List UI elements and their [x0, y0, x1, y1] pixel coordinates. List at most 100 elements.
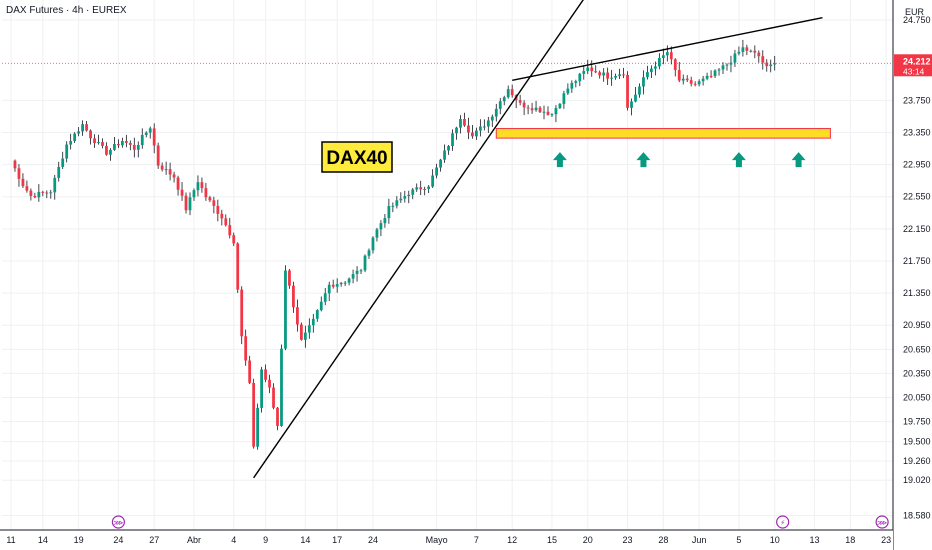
- candle: [89, 129, 92, 145]
- candle-body: [367, 250, 371, 256]
- candle: [164, 161, 168, 175]
- candle-body: [490, 116, 494, 121]
- price-tick-label: 20.650: [903, 344, 931, 354]
- candle-body: [45, 192, 49, 194]
- candle-body: [73, 133, 77, 142]
- candle: [451, 129, 454, 151]
- candle: [474, 127, 478, 140]
- candle: [148, 126, 152, 139]
- candle: [550, 113, 554, 117]
- candle: [478, 119, 482, 137]
- support-zone: [495, 127, 831, 139]
- candle-body: [65, 144, 69, 159]
- candle-body: [669, 52, 673, 60]
- candle: [132, 137, 136, 158]
- candle: [335, 278, 339, 293]
- candle: [363, 254, 367, 273]
- price-tick-label: 19.750: [903, 417, 931, 427]
- candle-body: [395, 200, 399, 206]
- candle-body: [474, 130, 478, 137]
- candle-body: [113, 143, 116, 150]
- price-tick-label: 24.750: [903, 15, 931, 25]
- candle: [120, 137, 124, 148]
- candle-body: [327, 284, 331, 294]
- time-axis-bg: [0, 530, 893, 550]
- trendline: [512, 16, 823, 81]
- candle-body: [105, 145, 108, 155]
- candle: [228, 217, 232, 239]
- candle-body: [765, 62, 769, 67]
- candle: [33, 192, 37, 199]
- candle: [486, 116, 490, 133]
- candle: [216, 199, 220, 222]
- candle: [101, 138, 104, 149]
- candle-body: [729, 62, 733, 65]
- candle-body: [574, 81, 578, 83]
- candle: [602, 68, 606, 82]
- time-axis[interactable]: 11 14 19 24 27 Abr 4 9 14 17 24 Mayo 7 12 15 20 23 28 Jun 5…: [0, 529, 893, 550]
- candle-body: [37, 191, 41, 198]
- candle: [653, 61, 657, 76]
- candle-body: [634, 94, 637, 102]
- candle: [220, 209, 224, 226]
- time-tick-label: 10: [770, 535, 780, 545]
- candle: [128, 140, 132, 151]
- candle: [212, 196, 216, 214]
- candle-body: [614, 76, 617, 78]
- candle: [443, 144, 446, 163]
- candle-body: [737, 51, 741, 54]
- candle: [323, 287, 327, 306]
- candle-body: [705, 75, 709, 79]
- grid: [2, 0, 893, 530]
- candle-body: [653, 66, 657, 69]
- time-tick-label: 23: [623, 535, 633, 545]
- candle: [646, 65, 649, 80]
- candle-body: [713, 70, 717, 77]
- candle: [510, 84, 514, 98]
- candle: [701, 75, 705, 86]
- candle-body: [41, 191, 45, 193]
- candle: [749, 49, 753, 53]
- candle: [657, 53, 661, 70]
- candle: [419, 180, 423, 196]
- candle-body: [471, 132, 474, 137]
- candle: [502, 95, 506, 106]
- candle-body: [542, 111, 546, 113]
- candle: [256, 403, 260, 450]
- candle: [188, 192, 192, 216]
- candle-body: [29, 190, 33, 196]
- candle-body: [506, 89, 510, 98]
- price-tick-label: 21.350: [903, 288, 931, 298]
- candle-body: [256, 407, 260, 447]
- time-tick-label: 11: [6, 535, 15, 545]
- annotation-text: DAX40: [326, 148, 387, 169]
- candle-body: [351, 273, 355, 279]
- candle: [303, 325, 307, 348]
- candle: [566, 83, 570, 95]
- candle-body: [319, 301, 323, 311]
- candle-body: [379, 223, 383, 230]
- candle: [610, 69, 614, 86]
- time-tick-label: 7: [474, 535, 479, 545]
- candle: [665, 45, 669, 62]
- candle-body: [335, 284, 339, 287]
- candle-body: [657, 57, 661, 67]
- candle-body: [626, 74, 629, 108]
- candle-body: [534, 107, 538, 111]
- candle-body: [13, 160, 17, 169]
- event-icon-circle: [875, 515, 889, 529]
- candle-body: [343, 282, 347, 284]
- candle-body: [128, 142, 132, 145]
- candle: [351, 269, 355, 284]
- candle: [598, 70, 602, 79]
- candle: [17, 164, 21, 187]
- candle-body: [447, 146, 450, 151]
- candle: [152, 123, 156, 154]
- candle-body: [431, 175, 435, 187]
- candle: [347, 277, 351, 286]
- candle: [105, 142, 108, 156]
- candle-body: [646, 72, 649, 78]
- time-tick-label: 20: [583, 535, 593, 545]
